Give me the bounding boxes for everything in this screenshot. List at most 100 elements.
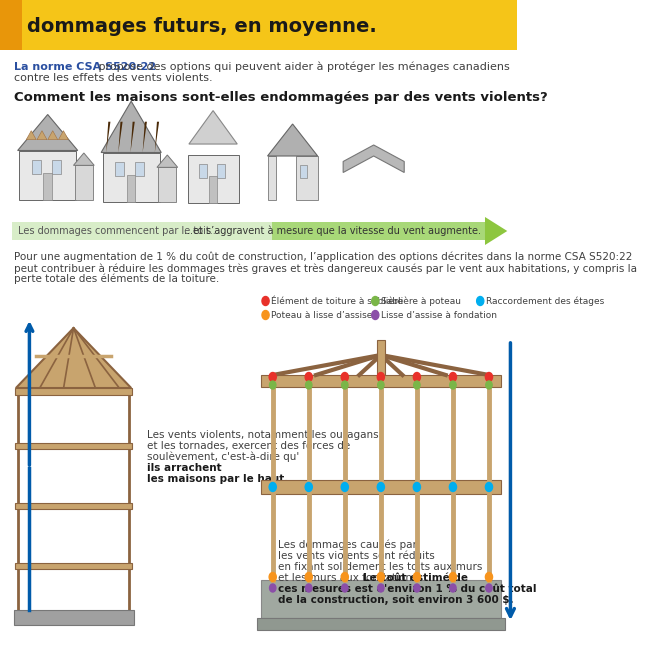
Circle shape — [269, 482, 276, 491]
Circle shape — [372, 311, 379, 320]
Bar — [296, 156, 318, 200]
Text: Élément de toiture à sablière: Élément de toiture à sablière — [271, 296, 403, 306]
Circle shape — [450, 381, 456, 389]
Bar — [15, 443, 132, 449]
Circle shape — [449, 372, 456, 382]
Circle shape — [476, 296, 484, 306]
Circle shape — [341, 372, 348, 382]
Polygon shape — [73, 153, 94, 165]
Text: Le coût estimé de: Le coût estimé de — [363, 573, 469, 583]
Circle shape — [372, 296, 379, 306]
Text: de la construction, soit environ 3 600 $.: de la construction, soit environ 3 600 $… — [278, 595, 514, 605]
Text: Poteau à lisse d’assise: Poteau à lisse d’assise — [271, 311, 372, 320]
Circle shape — [377, 372, 384, 382]
Text: Lisse d’assise à fondation: Lisse d’assise à fondation — [381, 311, 497, 320]
Polygon shape — [18, 114, 78, 151]
Bar — [272, 222, 485, 240]
Bar — [0, 0, 517, 50]
Text: soulèvement, c'est-à-dire qu': soulèvement, c'est-à-dire qu' — [147, 452, 300, 463]
Bar — [199, 164, 207, 178]
Circle shape — [306, 381, 312, 389]
Circle shape — [306, 482, 313, 491]
Bar — [15, 388, 132, 395]
Circle shape — [413, 584, 420, 592]
Circle shape — [449, 573, 456, 582]
Polygon shape — [189, 111, 237, 144]
Bar — [261, 580, 501, 618]
Circle shape — [269, 372, 276, 382]
Circle shape — [449, 482, 456, 491]
Circle shape — [342, 381, 348, 389]
Text: La norme CSA S520:22: La norme CSA S520:22 — [14, 62, 157, 72]
Polygon shape — [343, 145, 404, 172]
Text: dommages futurs, en moyenne.: dommages futurs, en moyenne. — [27, 18, 377, 36]
Text: Les dommages causés par: Les dommages causés par — [278, 540, 417, 551]
Circle shape — [486, 584, 492, 592]
Bar — [75, 165, 93, 200]
Bar — [135, 162, 144, 176]
Text: perte totale des éléments de la toiture.: perte totale des éléments de la toiture. — [14, 274, 220, 285]
Circle shape — [269, 573, 276, 582]
Bar — [217, 164, 224, 178]
Bar — [15, 503, 132, 509]
Text: ...et s’aggravent à mesure que la vitesse du vent augmente.: ...et s’aggravent à mesure que la vitess… — [184, 226, 481, 236]
Text: peut contribuer à réduire les dommages très graves et très dangereux causés par : peut contribuer à réduire les dommages t… — [14, 263, 637, 274]
Circle shape — [413, 482, 421, 491]
Circle shape — [378, 381, 384, 389]
Polygon shape — [26, 131, 36, 140]
Text: Pour une augmentation de 1 % du coût de construction, l’application des options : Pour une augmentation de 1 % du coût de … — [14, 252, 632, 263]
Polygon shape — [16, 328, 131, 388]
Bar — [268, 156, 276, 200]
Circle shape — [413, 573, 421, 582]
Polygon shape — [155, 122, 159, 153]
Circle shape — [341, 482, 348, 491]
Text: Sablière à poteau: Sablière à poteau — [381, 296, 461, 306]
Polygon shape — [47, 131, 58, 140]
Bar — [12, 222, 485, 240]
Circle shape — [270, 584, 276, 592]
Text: les maisons par le haut.: les maisons par le haut. — [147, 474, 289, 484]
Circle shape — [413, 381, 420, 389]
Bar — [116, 162, 124, 176]
Bar — [127, 175, 135, 202]
Text: Raccordement des étages: Raccordement des étages — [486, 296, 604, 306]
Text: les vents violents sont réduits: les vents violents sont réduits — [278, 551, 435, 561]
Bar — [52, 161, 60, 174]
Bar — [19, 151, 76, 200]
Text: propose des options qui peuvent aider à protéger les ménages canadiens: propose des options qui peuvent aider à … — [95, 62, 510, 73]
Circle shape — [306, 372, 313, 382]
Bar — [15, 563, 132, 569]
Polygon shape — [142, 122, 147, 153]
Circle shape — [306, 573, 313, 582]
Bar — [159, 167, 176, 202]
Polygon shape — [37, 131, 47, 140]
Bar — [44, 173, 52, 200]
Circle shape — [450, 584, 456, 592]
Bar — [377, 340, 385, 375]
Circle shape — [486, 372, 493, 382]
Circle shape — [341, 573, 348, 582]
Text: et les murs aux fondations.: et les murs aux fondations. — [278, 573, 424, 583]
Circle shape — [262, 311, 269, 320]
Polygon shape — [101, 101, 161, 153]
Polygon shape — [157, 155, 177, 167]
Text: Les vents violents, notamment les ouragans: Les vents violents, notamment les ouraga… — [147, 430, 379, 440]
Text: Comment les maisons sont-elles endommagées par des vents violents?: Comment les maisons sont-elles endommagé… — [14, 91, 548, 104]
Bar — [32, 161, 40, 174]
Bar — [257, 618, 505, 630]
Circle shape — [486, 573, 493, 582]
Text: contre les effets des vents violents.: contre les effets des vents violents. — [14, 73, 213, 83]
Circle shape — [262, 296, 269, 306]
Text: en fixant solidement les toits aux murs: en fixant solidement les toits aux murs — [278, 562, 483, 572]
Polygon shape — [106, 122, 110, 153]
Bar — [188, 155, 239, 203]
Text: Les dommages commencent par le toit...: Les dommages commencent par le toit... — [18, 226, 219, 236]
Text: et les tornades, exercent des forces de: et les tornades, exercent des forces de — [147, 441, 350, 451]
Polygon shape — [485, 217, 507, 245]
Circle shape — [342, 584, 348, 592]
Circle shape — [306, 584, 312, 592]
Bar — [0, 0, 22, 50]
Bar — [261, 375, 501, 387]
Circle shape — [270, 381, 276, 389]
Polygon shape — [131, 122, 135, 153]
